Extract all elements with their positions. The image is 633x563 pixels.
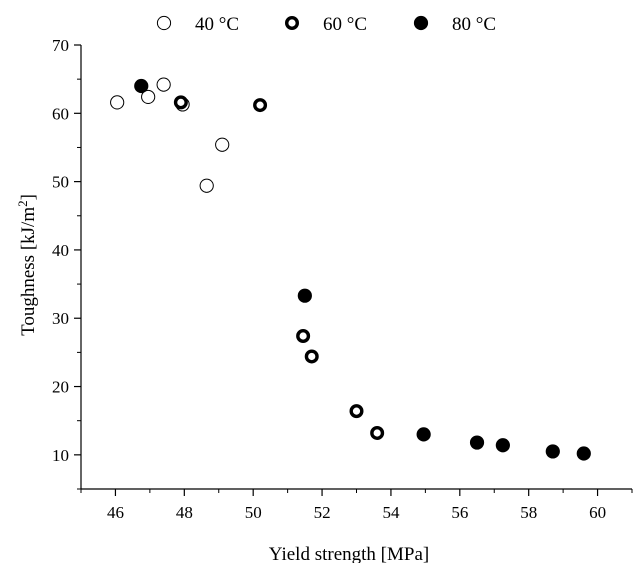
y-axis-title: Toughness [kJ/m2] [15,194,39,336]
data-point [253,98,268,113]
data-points [110,77,591,461]
data-point [199,178,214,193]
axes [80,45,632,490]
data-point [495,438,510,453]
series-open-thin [110,77,230,193]
data-point [545,444,560,459]
data-point [110,95,125,110]
x-tick-label: 60 [589,503,606,522]
y-tick-label: 30 [52,309,69,328]
y-tick-label: 10 [52,446,69,465]
data-point [469,435,485,450]
data-point [304,349,319,364]
x-tick-label: 58 [520,503,537,522]
x-tick-label: 50 [245,503,262,522]
y-axis-title-superscript: 2 [15,200,30,207]
data-point [297,288,312,303]
y-tick-label: 60 [52,104,69,123]
legend-marker [413,15,429,31]
legend-marker [285,16,300,31]
data-point [215,137,230,152]
legend: 40 °C 60 °C 80 °C [156,14,496,35]
data-point [416,427,431,442]
legend-marker [156,15,172,31]
x-tick-label: 52 [314,503,331,522]
legend-label: 80 °C [452,14,496,35]
x-tick-label: 48 [176,503,193,522]
legend-entry: 40 °C [156,14,239,35]
x-tick-label: 54 [382,503,400,522]
y-tick-label: 40 [52,241,69,260]
legend-label: 60 °C [323,14,367,35]
data-point [370,425,385,440]
legend-entry: 60 °C [285,14,367,35]
series-open-thick [173,95,385,440]
x-axis-title: Yield strength [MPa] [269,544,429,563]
data-point [134,78,149,94]
y-tick-label: 70 [52,36,69,55]
data-point [349,404,364,419]
data-point [156,77,171,92]
data-point [141,89,156,105]
y-axis-title-end: ] [18,194,39,200]
y-tick-label: 20 [52,378,69,397]
x-tick-label: 46 [107,503,124,522]
data-point [576,446,591,461]
data-point [296,328,311,343]
legend-label: 40 °C [195,14,239,35]
ticks: 46 48 50 52 54 56 58 60 10 20 30 40 50 60 70 [52,36,633,522]
y-tick-label: 50 [52,173,69,192]
series-filled [134,78,591,461]
data-point [173,95,188,110]
legend-entry: 80 °C [413,14,496,35]
y-axis-title-main: Toughness [kJ/m [18,207,39,336]
x-tick-label: 56 [451,503,468,522]
